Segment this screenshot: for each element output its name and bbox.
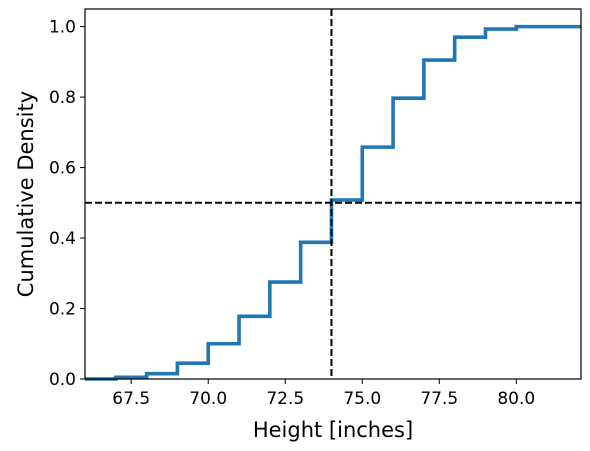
x-tick-label: 67.5 [112, 389, 150, 409]
x-axis-label: Height [inches] [253, 418, 413, 442]
y-tick-label: 1.0 [49, 18, 76, 38]
x-tick-label: 77.5 [420, 389, 458, 409]
x-tick-label: 75.0 [343, 389, 381, 409]
chart-marks [85, 9, 581, 381]
plot-background [85, 9, 581, 379]
y-tick-label: 0.2 [49, 300, 76, 320]
y-axis-label: Cumulative Density [14, 91, 38, 297]
plot-frame [84, 8, 582, 380]
y-tick-label: 0.0 [49, 370, 76, 390]
y-tick-label: 0.6 [49, 159, 76, 179]
y-tick-label: 0.4 [49, 229, 76, 249]
x-tick-label: 72.5 [266, 389, 304, 409]
axis-ticks: 67.5 70.0 72.5 75.0 77.5 80.0 0.0 0.2 0.4 0.6 0.8 1… [49, 18, 535, 409]
x-tick-label: 80.0 [497, 389, 535, 409]
x-tick-label: 70.0 [189, 389, 227, 409]
y-tick-label: 0.8 [49, 88, 76, 108]
